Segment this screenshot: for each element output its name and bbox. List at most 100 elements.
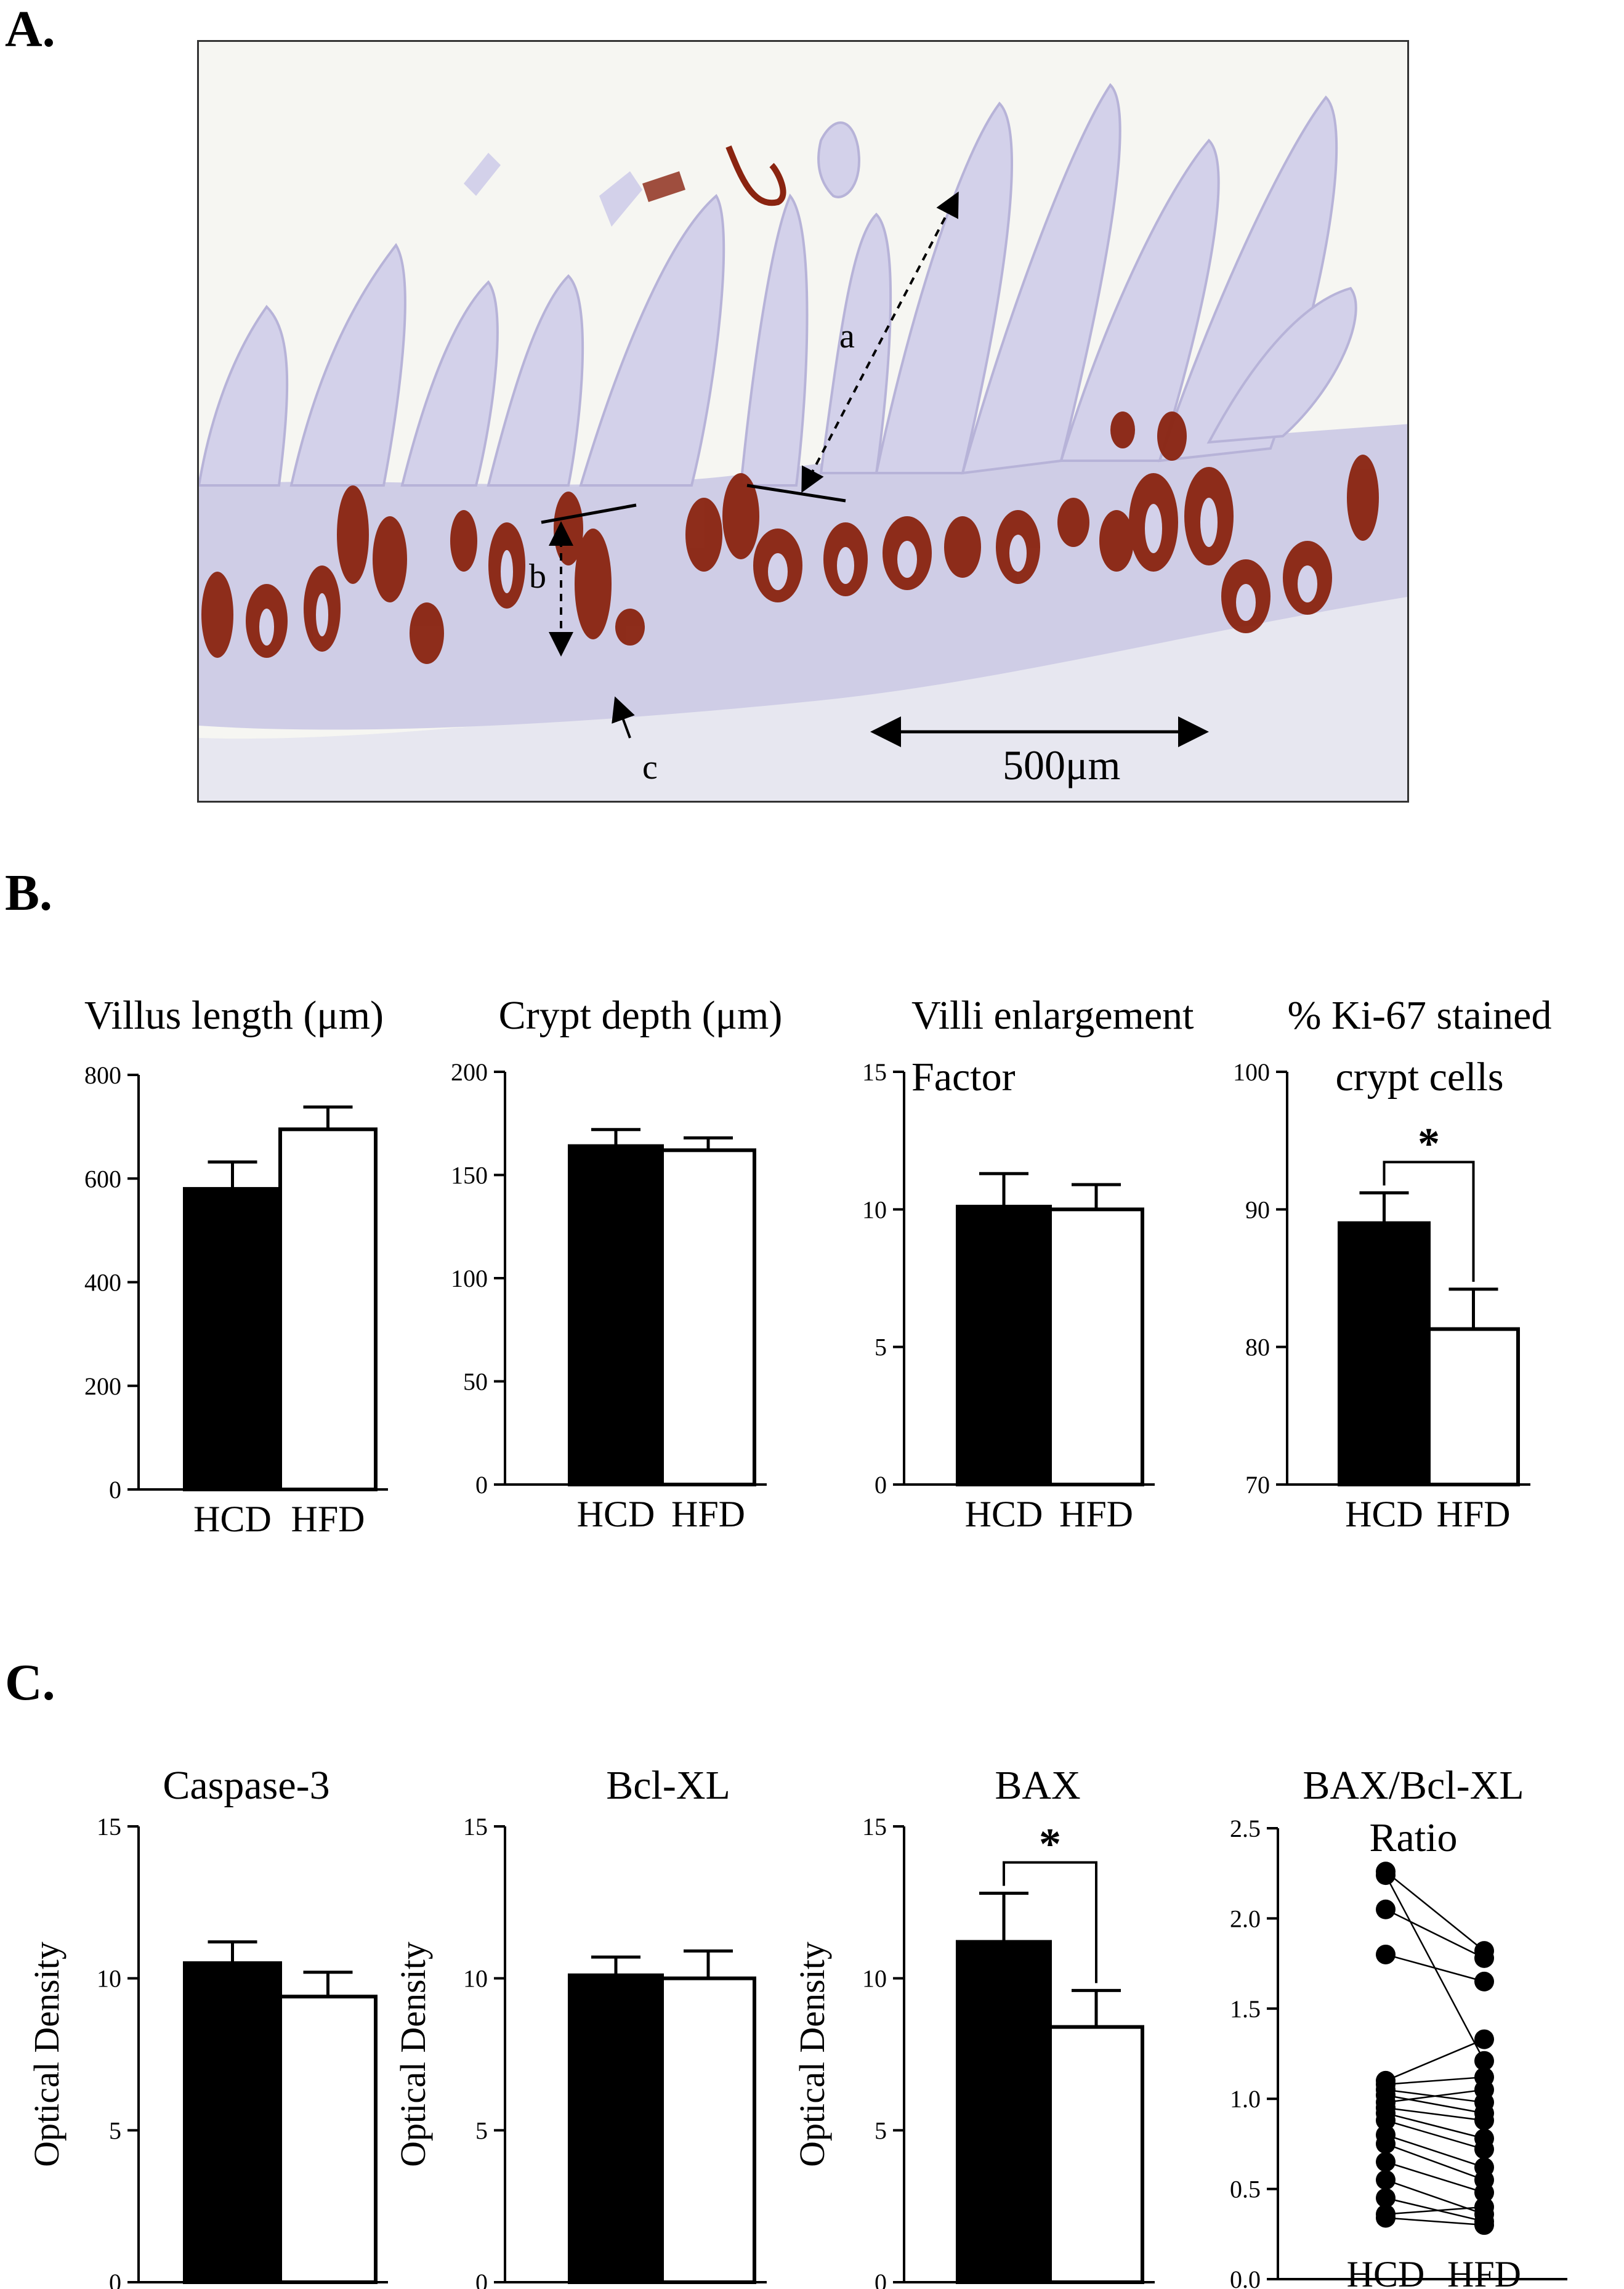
villus: [961, 83, 1121, 475]
crypt-lumens: [259, 498, 1317, 646]
x-tick-label: HFD: [291, 1499, 365, 1539]
significance-bracket: [1383, 1161, 1475, 1282]
x-tick-label: HCD: [1347, 2254, 1425, 2289]
villus: [289, 243, 406, 487]
bar-hfd: [660, 1148, 756, 1487]
point-hcd: [1376, 2093, 1396, 2113]
point-hfd: [1474, 2051, 1494, 2071]
chart-title: Caspase-3: [163, 1763, 329, 1808]
pair-line: [1385, 2217, 1485, 2226]
pair-line: [1385, 2076, 1485, 2086]
point-hfd: [1474, 1941, 1494, 1961]
bar-hfd: [1048, 1207, 1144, 1487]
y-tick-label: 5: [875, 2117, 887, 2144]
villus: [739, 193, 809, 487]
y-axis-label: Optical Density: [26, 1942, 67, 2167]
y-tick-label: 600: [84, 1165, 121, 1193]
pair-line: [1385, 2143, 1485, 2181]
chart-3: Villi enlargement Factor 0 5 10 15 HCD HFD: [862, 993, 1194, 1534]
y-tick-label: 90: [1245, 1196, 1270, 1223]
y-tick-label: 0: [475, 2269, 488, 2289]
point-hfd: [1474, 2080, 1494, 2100]
chart-title: Crypt depth (μm): [499, 993, 783, 1038]
bar-hcd: [956, 1204, 1052, 1487]
point-hcd: [1376, 2085, 1396, 2105]
villus: [1206, 286, 1357, 444]
chart-8: BAX/Bcl-XL Ratio 0.0 0.5 1.0 1.5 2.0 2.5 HCD HFD: [1230, 1763, 1567, 2289]
scale-bar-label: 500μm: [1003, 742, 1121, 788]
pair-line: [1385, 2107, 1485, 2121]
y-tick-label: 150: [451, 1162, 488, 1189]
stain-fragment: [642, 171, 685, 202]
y-tick-label: 0.5: [1230, 2176, 1261, 2203]
x-tick-label: HCD: [1345, 1494, 1423, 1534]
point-hcd: [1376, 2152, 1396, 2172]
point-hcd: [1376, 1944, 1396, 1964]
y-tick-label: 0: [109, 1476, 121, 1504]
point-hcd: [1376, 2097, 1396, 2118]
point-hfd: [1474, 2110, 1494, 2131]
point-hfd: [1474, 2103, 1494, 2123]
point-hfd: [1474, 2157, 1494, 2178]
bar-hcd: [183, 1961, 282, 2284]
y-tick-label: 0.0: [1230, 2266, 1261, 2289]
bar-hfd: [278, 1995, 378, 2284]
bar-hcd: [568, 1144, 664, 1486]
point-hfd: [1474, 2029, 1494, 2049]
chart-1: Villus length (μm) 0 200 400 600 800 HCD HFD: [84, 993, 388, 1539]
y-tick-label: 0: [109, 2269, 121, 2289]
chart-title: Ratio: [1370, 1815, 1458, 1860]
y-tick-label: 15: [862, 1058, 887, 1086]
y-tick-label: 10: [862, 1196, 887, 1223]
point-hcd: [1376, 2204, 1396, 2224]
x-tick-label: HFD: [1059, 1494, 1133, 1534]
significance-star: *: [1039, 1820, 1061, 1869]
point-hfd: [1474, 1971, 1494, 1991]
pair-line: [1384, 1874, 1485, 2062]
y-tick-label: 50: [463, 1368, 488, 1396]
histology-image: [199, 83, 1407, 801]
chart-title: BAX/Bcl-XL: [1303, 1763, 1524, 1808]
point-hfd: [1474, 2215, 1494, 2235]
y-tick-label: 15: [862, 1813, 887, 1841]
point-hcd: [1376, 1899, 1396, 1919]
stain-fragment: [725, 145, 786, 206]
pair-line: [1385, 2120, 1485, 2150]
panel-label-a: A.: [5, 1, 55, 58]
y-tick-label: 1.5: [1230, 1995, 1261, 2023]
villus: [400, 280, 499, 487]
y-tick-label: 0: [875, 1471, 887, 1499]
point-hcd: [1376, 1865, 1396, 1886]
measure-a-label: a: [839, 317, 855, 355]
pair-line: [1385, 2206, 1485, 2215]
pair-line: [1385, 2197, 1485, 2222]
bar-hfd: [278, 1127, 378, 1492]
histology-micrograph: a b c 500μm: [197, 40, 1409, 803]
pair-line: [1385, 2134, 1485, 2168]
pair-line: [1385, 2112, 1485, 2139]
y-tick-label: 10: [463, 1965, 488, 1993]
bar-hcd: [568, 1973, 664, 2285]
y-tick-label: 800: [84, 1061, 121, 1089]
significance-star: *: [1418, 1119, 1440, 1169]
y-tick-label: 200: [84, 1372, 121, 1400]
y-tick-label: 5: [875, 1334, 887, 1361]
point-hfd: [1474, 2204, 1494, 2224]
pair-line: [1385, 2038, 1485, 2082]
point-hcd: [1376, 2110, 1396, 2131]
chart-2: Crypt depth (μm) 0 50 100 150 200 HCD HFD: [451, 993, 782, 1534]
pair-line: [1385, 2161, 1485, 2194]
point-hcd: [1376, 2169, 1396, 2190]
a-arrow: [801, 191, 959, 493]
bar-hfd: [1048, 2025, 1144, 2285]
point-hfd: [1474, 2211, 1494, 2232]
y-tick-label: 15: [97, 1813, 121, 1841]
x-tick-label: HFD: [671, 1494, 745, 1534]
tissue-fragment: [599, 171, 642, 227]
y-tick-label: 2.5: [1230, 1815, 1261, 1842]
y-tick-label: 2.0: [1230, 1905, 1261, 1932]
chart-title: % Ki-67 stained: [1288, 993, 1552, 1038]
tissue-fragment: [817, 121, 860, 198]
villus: [199, 304, 289, 487]
